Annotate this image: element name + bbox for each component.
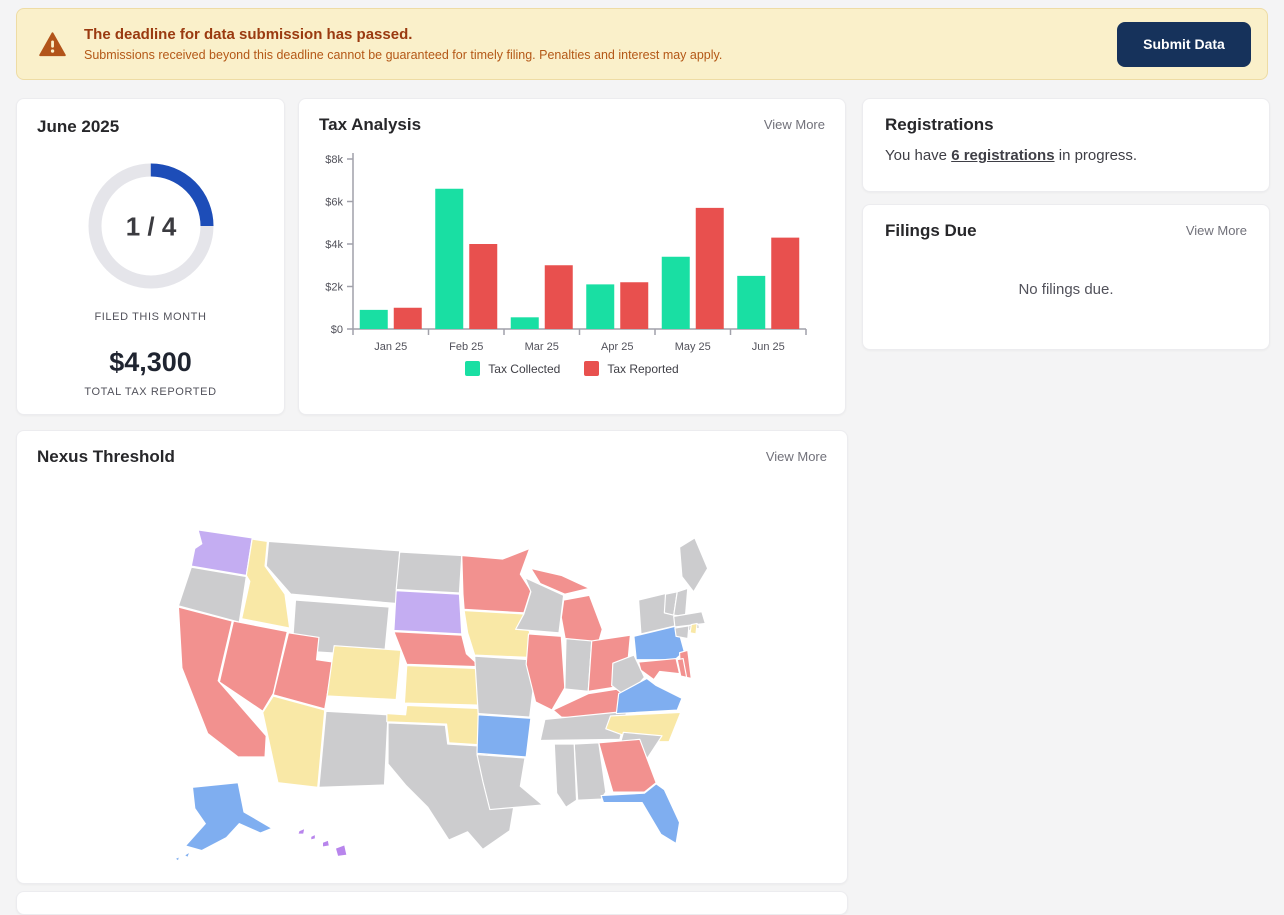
chart-bar-tax-reported[interactable] <box>771 237 800 329</box>
legend-swatch <box>465 361 481 376</box>
legend-item: Tax Reported <box>584 361 679 376</box>
x-axis-category-label: Feb 25 <box>449 341 483 353</box>
state-nm[interactable] <box>317 710 389 788</box>
state-wi[interactable] <box>514 577 564 634</box>
chart-bar-tax-reported[interactable] <box>393 307 422 329</box>
legend-label: Tax Collected <box>488 361 561 376</box>
nexus-threshold-title: Nexus Threshold <box>37 447 175 466</box>
chart-bar-tax-reported[interactable] <box>695 207 724 329</box>
state-mo[interactable] <box>473 655 536 718</box>
state-hi[interactable] <box>309 833 316 841</box>
state-az[interactable] <box>261 695 325 788</box>
month-summary-title: June 2025 <box>37 117 120 136</box>
state-hi[interactable] <box>296 827 305 835</box>
y-axis-tick-label: $2k <box>325 282 343 294</box>
total-tax-label: TOTAL TAX REPORTED <box>84 386 217 398</box>
state-in[interactable] <box>563 638 592 692</box>
state-hi[interactable] <box>334 844 348 858</box>
no-filings-message: No filings due. <box>1018 281 1114 298</box>
state-mt[interactable] <box>265 540 400 605</box>
registrations-card: Registrations You have 6 registrations i… <box>862 98 1270 192</box>
chart-bar-tax-reported[interactable] <box>469 244 498 329</box>
x-axis-category-label: Mar 25 <box>525 341 559 353</box>
chart-bar-tax-collected[interactable] <box>737 275 766 329</box>
state-ga[interactable] <box>597 738 657 793</box>
banner-title: The deadline for data submission has pas… <box>84 26 413 43</box>
total-tax-value: $4,300 <box>109 347 192 377</box>
registrations-text: You have 6 registrations in progress. <box>885 147 1247 164</box>
state-mi[interactable] <box>529 567 590 595</box>
y-axis-tick-label: $4k <box>325 239 343 251</box>
state-ms[interactable] <box>553 743 577 808</box>
x-axis-category-label: Apr 25 <box>601 341 633 353</box>
chart-bar-tax-collected[interactable] <box>359 309 388 329</box>
state-ri[interactable] <box>689 622 698 635</box>
nexus-view-more-link[interactable]: View More <box>765 449 827 464</box>
deadline-banner: The deadline for data submission has pas… <box>16 8 1268 80</box>
chart-bar-tax-collected[interactable] <box>661 256 690 329</box>
y-axis-tick-label: $0 <box>331 324 343 336</box>
state-mn[interactable] <box>460 547 531 614</box>
state-me[interactable] <box>678 537 708 593</box>
state-ak[interactable] <box>183 851 191 859</box>
state-id[interactable] <box>240 538 290 629</box>
state-md[interactable] <box>637 657 680 681</box>
nexus-threshold-card: Nexus Threshold View More <box>16 430 848 884</box>
tax-analysis-title: Tax Analysis <box>319 115 422 134</box>
tax-analysis-view-more-link[interactable]: View More <box>763 117 825 132</box>
chart-bar-tax-reported[interactable] <box>620 282 649 329</box>
filed-this-month-label: FILED THIS MONTH <box>94 311 207 323</box>
state-ca[interactable] <box>177 606 267 758</box>
filing-progress-donut: 1 / 4 <box>88 163 213 289</box>
y-axis-tick-label: $8k <box>325 154 343 166</box>
state-hi[interactable] <box>321 839 330 848</box>
chart-bar-tax-collected[interactable] <box>586 284 615 329</box>
submit-data-button[interactable]: Submit Data <box>1117 21 1251 67</box>
state-tn[interactable] <box>539 710 627 742</box>
registrations-text-suffix: in progress. <box>1054 147 1138 164</box>
chart-bar-tax-collected[interactable] <box>510 317 539 329</box>
tax-analysis-card: Tax Analysis View More $0 $2k $4k $6k $8k Jan… <box>298 98 846 415</box>
month-summary-card: June 2025 1 / 4 FILED THIS MONTH $4,300 … <box>16 98 285 415</box>
state-la[interactable] <box>475 753 543 811</box>
registrations-text-prefix: You have <box>885 147 952 164</box>
us-nexus-map <box>173 529 708 862</box>
state-nv[interactable] <box>218 620 288 712</box>
legend-item: Tax Collected <box>465 361 560 376</box>
y-axis-tick-label: $6k <box>325 197 343 209</box>
state-fl[interactable] <box>600 783 680 845</box>
state-co[interactable] <box>326 645 401 701</box>
state-va[interactable] <box>615 677 683 715</box>
legend-swatch <box>584 361 600 376</box>
state-ne[interactable] <box>392 631 481 668</box>
state-nd[interactable] <box>395 551 462 594</box>
legend-label: Tax Reported <box>607 361 679 376</box>
x-axis-category-label: Jun 25 <box>752 341 785 353</box>
registrations-title: Registrations <box>885 115 994 134</box>
x-axis-category-label: May 25 <box>675 341 711 353</box>
filings-due-card: Filings Due View More No filings due. <box>862 204 1270 350</box>
filed-count: 1 / 4 <box>125 211 176 241</box>
donut-progress-arc <box>88 163 213 289</box>
filings-due-title: Filings Due <box>885 221 977 240</box>
x-axis-category-label: Jan 25 <box>374 341 407 353</box>
state-mi[interactable] <box>560 594 603 647</box>
chart-bar-tax-reported[interactable] <box>544 265 573 329</box>
warning-triangle-icon <box>39 31 66 57</box>
state-ak[interactable] <box>184 782 273 852</box>
state-ar[interactable] <box>475 714 531 758</box>
state-ct[interactable] <box>673 625 690 640</box>
tax-analysis-bar-chart: $0 $2k $4k $6k $8k Jan 25 Feb 25 Mar 25 Apr 25 Ma… <box>325 153 807 353</box>
chart-legend: Tax Collected Tax Reported <box>319 361 825 376</box>
banner-subtitle: Submissions received beyond this deadlin… <box>84 48 723 62</box>
state-sd[interactable] <box>392 590 462 635</box>
state-de[interactable] <box>676 657 687 678</box>
partial-next-card <box>16 891 848 915</box>
registrations-count-link[interactable]: 6 registrations <box>951 147 1055 164</box>
chart-bar-tax-collected[interactable] <box>435 188 464 329</box>
state-ak[interactable] <box>173 855 180 862</box>
filings-due-view-more-link[interactable]: View More <box>1185 223 1247 238</box>
state-il[interactable] <box>525 633 565 711</box>
